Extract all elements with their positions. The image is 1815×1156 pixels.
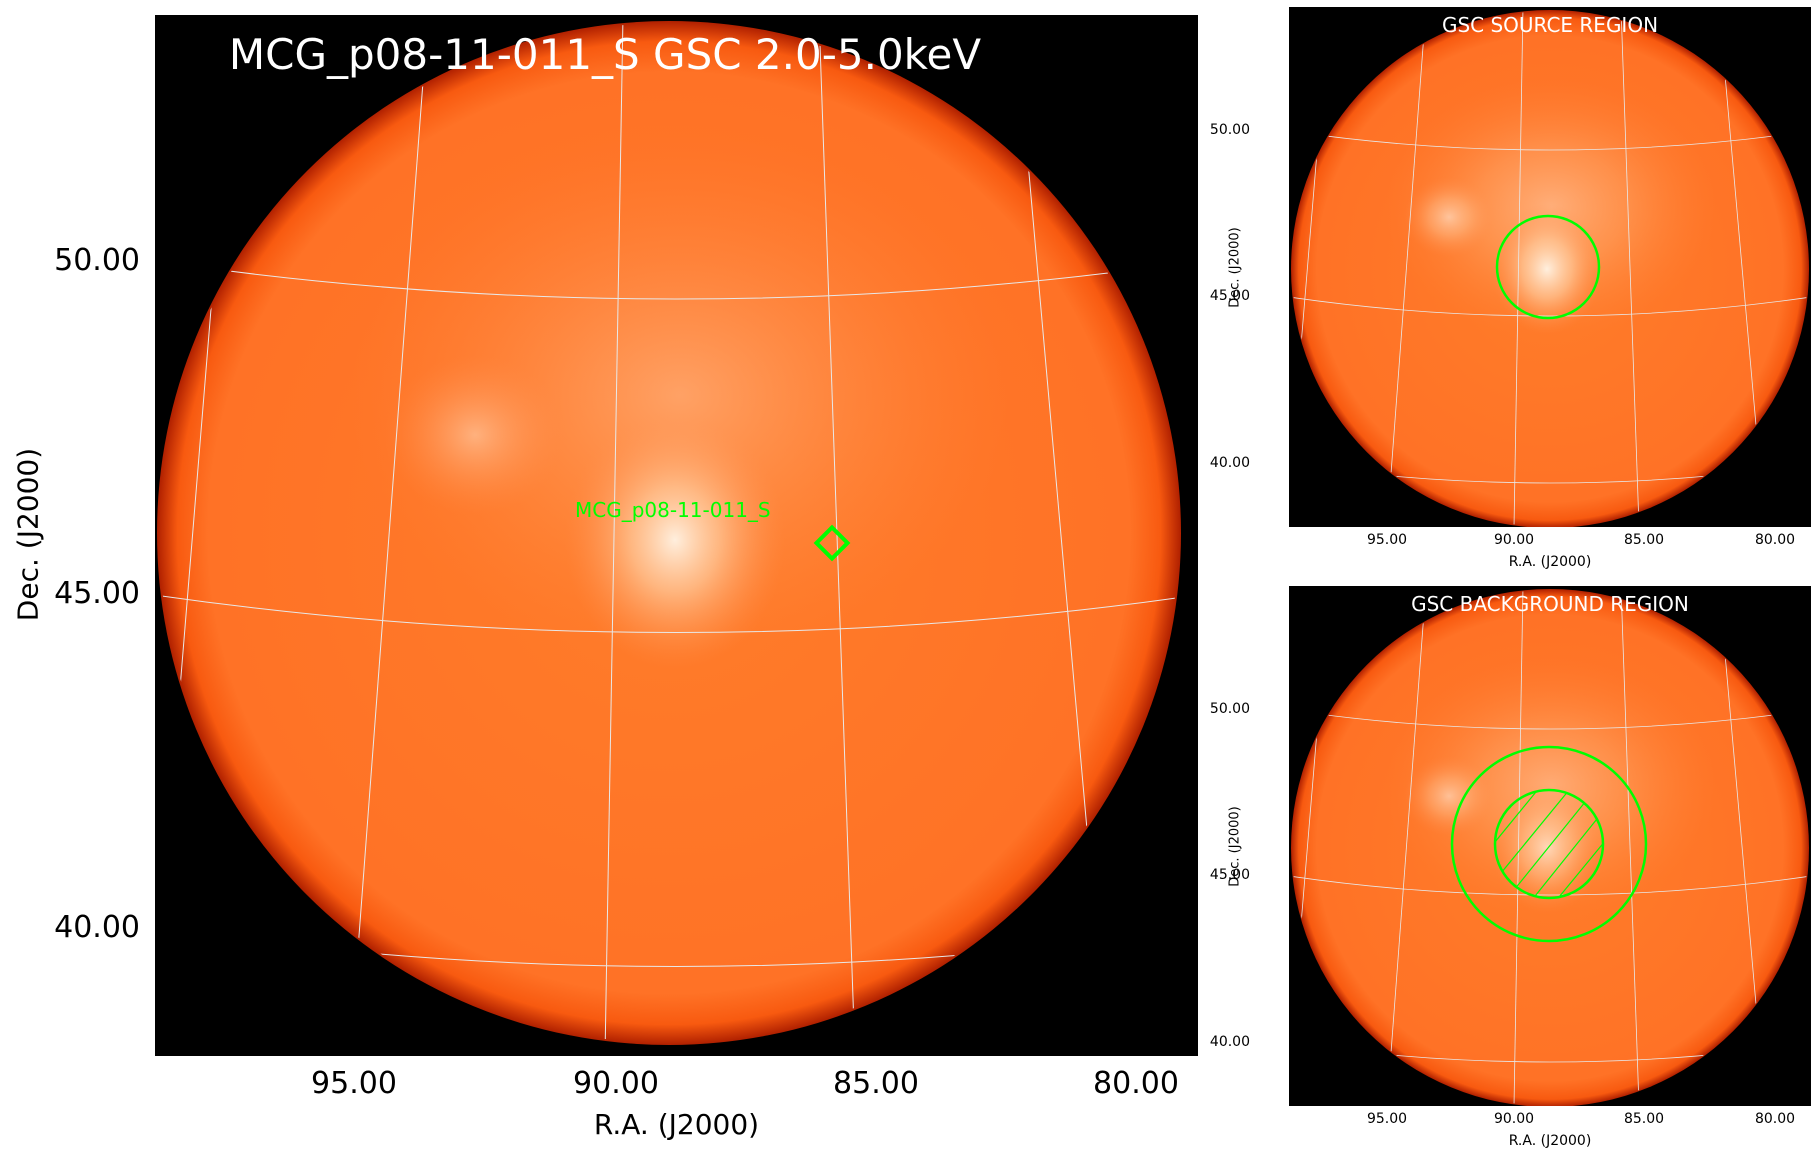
bg-ytick-45: 45.00 [1209, 867, 1250, 883]
src-xtick-90: 90.00 [1493, 532, 1535, 548]
bright-source-glow [565, 410, 785, 670]
main-ytick-45: 45.00 [54, 576, 140, 611]
source-panel-title: GSC SOURCE REGION [1441, 13, 1659, 37]
source-label: MCG_p08-11-011_S [575, 498, 771, 522]
background-sky-image [1289, 586, 1811, 1106]
bg-xtick-80: 80.00 [1754, 1111, 1796, 1127]
main-sky-image [155, 15, 1198, 1056]
main-ylabel: Dec. (J2000) [11, 447, 45, 622]
bg-ytick-50: 50.00 [1209, 701, 1250, 717]
main-image-panel[interactable]: MCG_p08-11-011_S GSC 2.0-5.0keV MCG_p08-… [155, 15, 1198, 1056]
main-xtick-90: 90.00 [573, 1066, 659, 1101]
src-ylabel: Dec. (J2000) [1227, 227, 1243, 308]
background-region-panel[interactable]: GSC BACKGROUND REGION [1289, 586, 1811, 1106]
background-outer-circle [1450, 745, 1648, 943]
src-xtick-95: 95.00 [1366, 532, 1408, 548]
main-ytick-50: 50.00 [54, 243, 140, 278]
bg-ytick-40: 40.00 [1209, 1034, 1250, 1050]
src-ytick-50: 50.00 [1209, 122, 1250, 138]
main-xtick-85: 85.00 [833, 1066, 919, 1101]
src-ytick-45: 45.00 [1209, 288, 1250, 304]
src-xlabel: R.A. (J2000) [1508, 554, 1592, 570]
main-xtick-95: 95.00 [311, 1066, 397, 1101]
bg-xtick-85: 85.00 [1623, 1111, 1665, 1127]
src-xtick-85: 85.00 [1623, 532, 1665, 548]
bg-xlabel: R.A. (J2000) [1508, 1133, 1592, 1149]
source-region-circle [1495, 214, 1601, 320]
main-title: MCG_p08-11-011_S GSC 2.0-5.0keV [228, 30, 982, 79]
background-panel-title: GSC BACKGROUND REGION [1411, 592, 1689, 616]
source-marker-diamond [813, 524, 851, 562]
source-sky-image [1289, 7, 1811, 527]
src-xtick-80: 80.00 [1754, 532, 1796, 548]
main-ytick-40: 40.00 [54, 910, 140, 945]
src-ytick-40: 40.00 [1209, 455, 1250, 471]
main-xtick-80: 80.00 [1093, 1066, 1179, 1101]
bg-ylabel: Dec. (J2000) [1227, 806, 1243, 887]
bg-xtick-90: 90.00 [1493, 1111, 1535, 1127]
source-region-panel[interactable]: GSC SOURCE REGION [1289, 7, 1811, 527]
main-xlabel: R.A. (J2000) [593, 1108, 760, 1141]
bg-xtick-95: 95.00 [1366, 1111, 1408, 1127]
